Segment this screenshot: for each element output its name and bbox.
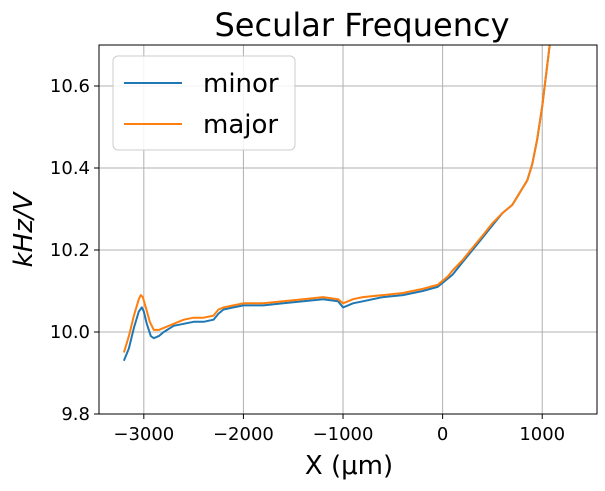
x-tick-label: 0 [437,424,448,445]
x-axis-label: X (μm) [305,451,393,481]
x-tick-label: −3000 [113,424,174,445]
legend-label-minor: minor [203,69,279,99]
y-tick-label: 10.2 [50,240,90,261]
x-tick-label: −1000 [313,424,374,445]
chart-title: Secular Frequency [214,6,509,44]
x-tick-label: −2000 [213,424,274,445]
series-layer [122,45,551,362]
series-line-major [122,45,551,353]
legend-label-major: major [203,110,278,140]
x-tick-label: 1000 [519,424,565,445]
plot-frame [98,44,598,415]
y-tick-label: 10.4 [50,158,90,179]
y-tick-label: 9.8 [61,404,90,425]
x-axis: −3000 −2000 −1000 0 1000 [113,414,565,445]
y-axis: 9.8 10.0 10.2 10.4 10.6 [50,76,99,425]
y-axis-label: kHz/V [9,190,39,267]
legend-box [112,55,296,151]
legend: minor major [112,55,296,151]
y-tick-label: 10.0 [50,322,90,343]
y-tick-label: 10.6 [50,76,90,97]
